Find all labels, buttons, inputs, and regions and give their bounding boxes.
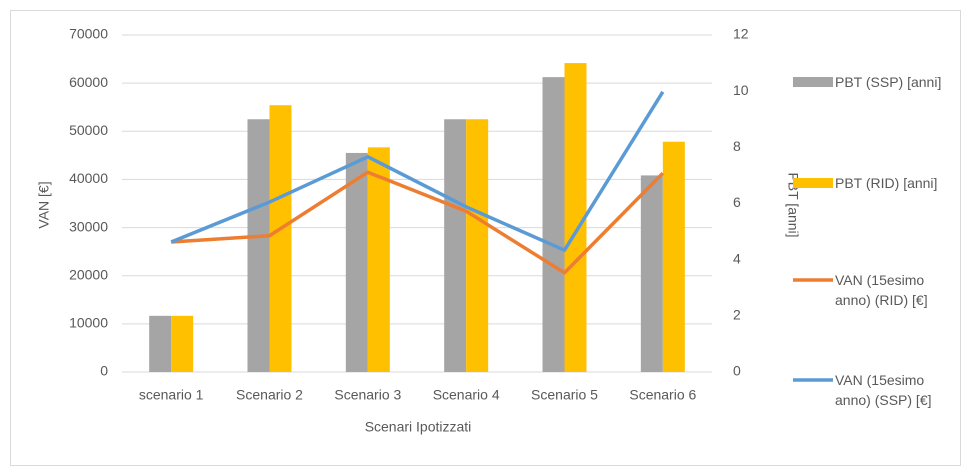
x-tick-label: Scenario 3 — [334, 387, 401, 403]
y2-tick-label: 10 — [733, 82, 749, 98]
y-tick-label: 20000 — [69, 266, 108, 282]
legend-label: PBT (SSP) [anni] — [835, 74, 942, 90]
x-axis-title: Scenari Ipotizzati — [365, 419, 472, 435]
y2-tick-label: 0 — [733, 363, 741, 379]
line-series — [171, 170, 665, 275]
y-tick-label: 50000 — [69, 122, 108, 138]
x-tick-label: Scenario 6 — [629, 387, 696, 403]
y-axis-title: VAN [€] — [36, 181, 52, 228]
bar — [564, 63, 587, 372]
y2-tick-label: 8 — [733, 138, 741, 154]
y2-tick-label: 12 — [733, 26, 749, 42]
bar — [171, 315, 194, 372]
bar — [662, 141, 685, 372]
legend-label: VAN (15esimo anno) (SSP) [€] — [835, 372, 932, 408]
line-series — [170, 90, 665, 252]
bar — [367, 147, 390, 372]
x-tick-label: scenario 1 — [139, 387, 204, 403]
bar — [269, 105, 292, 372]
bar — [345, 152, 368, 372]
bar — [640, 175, 663, 372]
bar — [247, 119, 270, 372]
y2-tick-label: 2 — [733, 307, 741, 323]
x-tick-label: Scenario 5 — [531, 387, 598, 403]
bar — [542, 77, 565, 372]
legend-label: PBT (RID) [anni] — [835, 175, 938, 191]
y2-axis-title: PBT [anni] — [785, 172, 801, 237]
x-tick-label: Scenario 2 — [236, 387, 303, 403]
y-tick-label: 30000 — [69, 218, 108, 234]
y-tick-label: 0 — [100, 363, 108, 379]
legend-swatch — [793, 178, 833, 188]
bar — [149, 315, 172, 372]
legend-swatch — [793, 77, 833, 87]
y2-tick-label: 4 — [733, 250, 741, 266]
legend-label: VAN (15esimo anno) (RID) [€] — [835, 272, 928, 308]
y-tick-label: 60000 — [69, 74, 108, 90]
y-tick-label: 10000 — [69, 315, 108, 331]
bar — [466, 119, 489, 372]
y-tick-label: 70000 — [69, 26, 108, 42]
bar — [444, 119, 467, 372]
y2-tick-label: 6 — [733, 194, 741, 210]
x-tick-label: Scenario 4 — [433, 387, 500, 403]
y-tick-label: 40000 — [69, 170, 108, 186]
